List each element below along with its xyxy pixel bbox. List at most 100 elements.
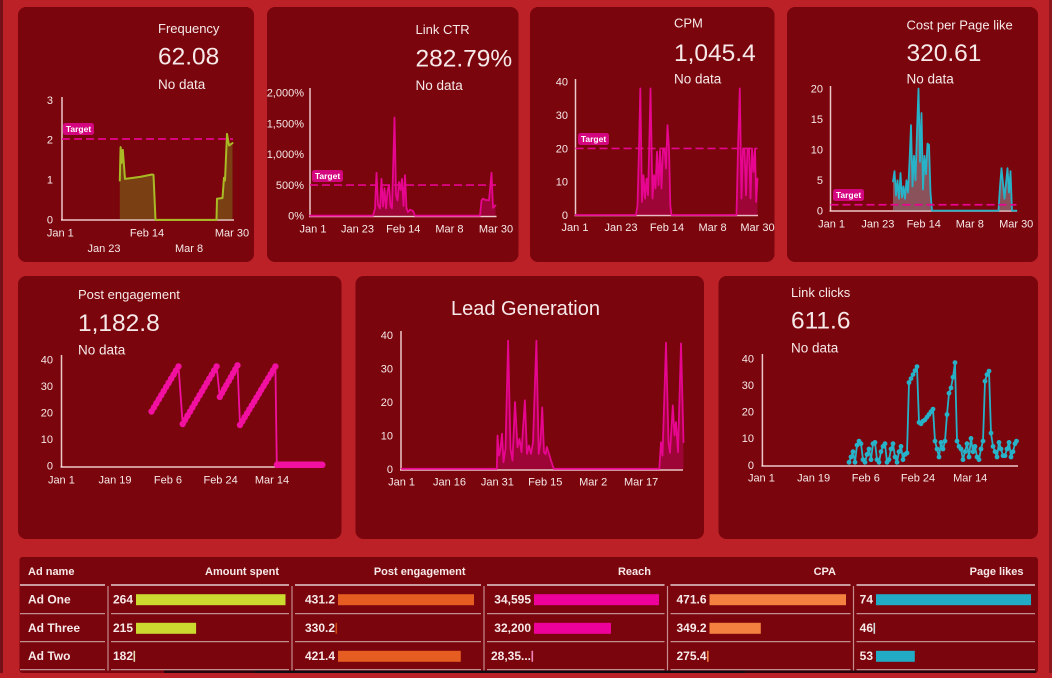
svg-text:Jan 1: Jan 1	[818, 219, 845, 231]
svg-text:3: 3	[47, 95, 53, 107]
svg-text:Jan 16: Jan 16	[433, 477, 466, 489]
svg-text:40: 40	[41, 354, 53, 366]
svg-text:0: 0	[817, 206, 823, 218]
svg-text:Jan 1: Jan 1	[47, 228, 74, 240]
svg-text:32,200: 32,200	[494, 621, 531, 635]
svg-text:15: 15	[811, 114, 823, 126]
svg-text:10: 10	[556, 177, 568, 189]
svg-text:Reach: Reach	[618, 566, 651, 578]
svg-text:No data: No data	[158, 77, 206, 92]
svg-text:Mar 30: Mar 30	[215, 228, 249, 240]
svg-text:5: 5	[817, 175, 823, 187]
svg-text:0: 0	[387, 464, 393, 476]
svg-text:Feb 24: Feb 24	[901, 473, 935, 485]
svg-text:1,500%: 1,500%	[267, 118, 305, 130]
svg-text:1,045.4: 1,045.4	[674, 40, 756, 67]
svg-text:Jan 23: Jan 23	[341, 224, 374, 236]
svg-text:Mar 17: Mar 17	[624, 477, 658, 489]
svg-text:Feb 14: Feb 14	[650, 222, 684, 234]
svg-text:182: 182	[113, 649, 133, 663]
svg-text:Mar 30: Mar 30	[479, 224, 513, 236]
svg-text:1,000%: 1,000%	[267, 149, 305, 161]
svg-text:Mar 8: Mar 8	[698, 222, 726, 234]
svg-text:Post engagement: Post engagement	[78, 287, 180, 302]
svg-text:Feb 14: Feb 14	[907, 219, 941, 231]
svg-text:20: 20	[41, 407, 53, 419]
svg-text:20: 20	[556, 143, 568, 155]
svg-text:Target: Target	[581, 134, 607, 144]
svg-text:30: 30	[381, 363, 393, 375]
svg-text:Jan 1: Jan 1	[748, 473, 775, 485]
svg-text:Post engagement: Post engagement	[374, 566, 466, 578]
svg-text:Jan 1: Jan 1	[300, 224, 327, 236]
svg-text:Jan 23: Jan 23	[604, 222, 637, 234]
svg-text:Mar 14: Mar 14	[953, 473, 987, 485]
svg-text:471.6: 471.6	[676, 593, 706, 607]
svg-text:28,35...: 28,35...	[491, 649, 531, 663]
svg-text:30: 30	[742, 380, 754, 392]
svg-text:264: 264	[113, 593, 133, 607]
svg-text:46: 46	[860, 621, 874, 635]
svg-text:Mar 30: Mar 30	[999, 219, 1033, 231]
svg-text:Mar 30: Mar 30	[740, 222, 774, 234]
svg-text:Feb 14: Feb 14	[130, 228, 164, 240]
svg-text:10: 10	[811, 145, 823, 157]
svg-text:Ad Two: Ad Two	[28, 649, 70, 663]
svg-text:Feb 15: Feb 15	[528, 477, 562, 489]
svg-text:Cost per Page like: Cost per Page like	[907, 18, 1013, 33]
svg-text:20: 20	[381, 397, 393, 409]
svg-text:Jan 1: Jan 1	[388, 477, 415, 489]
svg-text:Ad name: Ad name	[28, 566, 74, 578]
svg-text:Jan 19: Jan 19	[98, 475, 131, 487]
svg-text:Ad Three: Ad Three	[28, 621, 80, 635]
svg-text:30: 30	[41, 381, 53, 393]
svg-text:320.61: 320.61	[907, 40, 982, 67]
svg-text:No data: No data	[674, 72, 722, 87]
svg-text:Jan 23: Jan 23	[87, 243, 120, 255]
svg-text:611.6: 611.6	[791, 308, 851, 335]
svg-text:40: 40	[742, 353, 754, 365]
svg-text:421.4: 421.4	[305, 649, 335, 663]
svg-text:10: 10	[41, 434, 53, 446]
svg-text:1,182.8: 1,182.8	[78, 310, 160, 337]
svg-text:500%: 500%	[276, 180, 304, 192]
svg-text:No data: No data	[416, 78, 464, 93]
svg-text:Feb 6: Feb 6	[154, 475, 182, 487]
svg-text:No data: No data	[907, 72, 955, 87]
svg-text:No data: No data	[78, 343, 126, 358]
svg-text:40: 40	[381, 330, 393, 342]
svg-text:No data: No data	[791, 341, 839, 356]
svg-text:0: 0	[47, 214, 53, 226]
svg-text:30: 30	[556, 110, 568, 122]
svg-text:34,595: 34,595	[494, 593, 531, 607]
svg-text:20: 20	[811, 83, 823, 95]
svg-text:0: 0	[47, 460, 53, 472]
svg-text:Mar 8: Mar 8	[175, 243, 203, 255]
svg-text:0: 0	[748, 460, 754, 472]
svg-text:Mar 8: Mar 8	[956, 219, 984, 231]
svg-text:CPM: CPM	[674, 16, 703, 31]
svg-text:Target: Target	[66, 124, 92, 134]
svg-text:0: 0	[562, 210, 568, 222]
svg-text:2,000%: 2,000%	[267, 88, 305, 100]
svg-text:Target: Target	[315, 171, 341, 181]
svg-text:282.79%: 282.79%	[416, 46, 513, 73]
svg-text:349.2: 349.2	[676, 621, 706, 635]
svg-text:Mar 2: Mar 2	[579, 477, 607, 489]
svg-text:Target: Target	[836, 190, 862, 200]
svg-text:431.2: 431.2	[305, 593, 335, 607]
svg-text:Feb 6: Feb 6	[852, 473, 880, 485]
svg-text:Jan 19: Jan 19	[797, 473, 830, 485]
svg-text:Jan 31: Jan 31	[481, 477, 514, 489]
svg-text:1: 1	[47, 175, 53, 187]
svg-text:10: 10	[381, 430, 393, 442]
svg-text:2: 2	[47, 135, 53, 147]
svg-text:53: 53	[860, 649, 874, 663]
svg-text:0%: 0%	[288, 211, 304, 223]
svg-text:330.2: 330.2	[305, 621, 335, 635]
svg-text:10: 10	[742, 433, 754, 445]
svg-text:215: 215	[113, 621, 133, 635]
svg-text:CPA: CPA	[814, 566, 836, 578]
svg-text:Jan 1: Jan 1	[562, 222, 589, 234]
svg-text:Jan 23: Jan 23	[861, 219, 894, 231]
